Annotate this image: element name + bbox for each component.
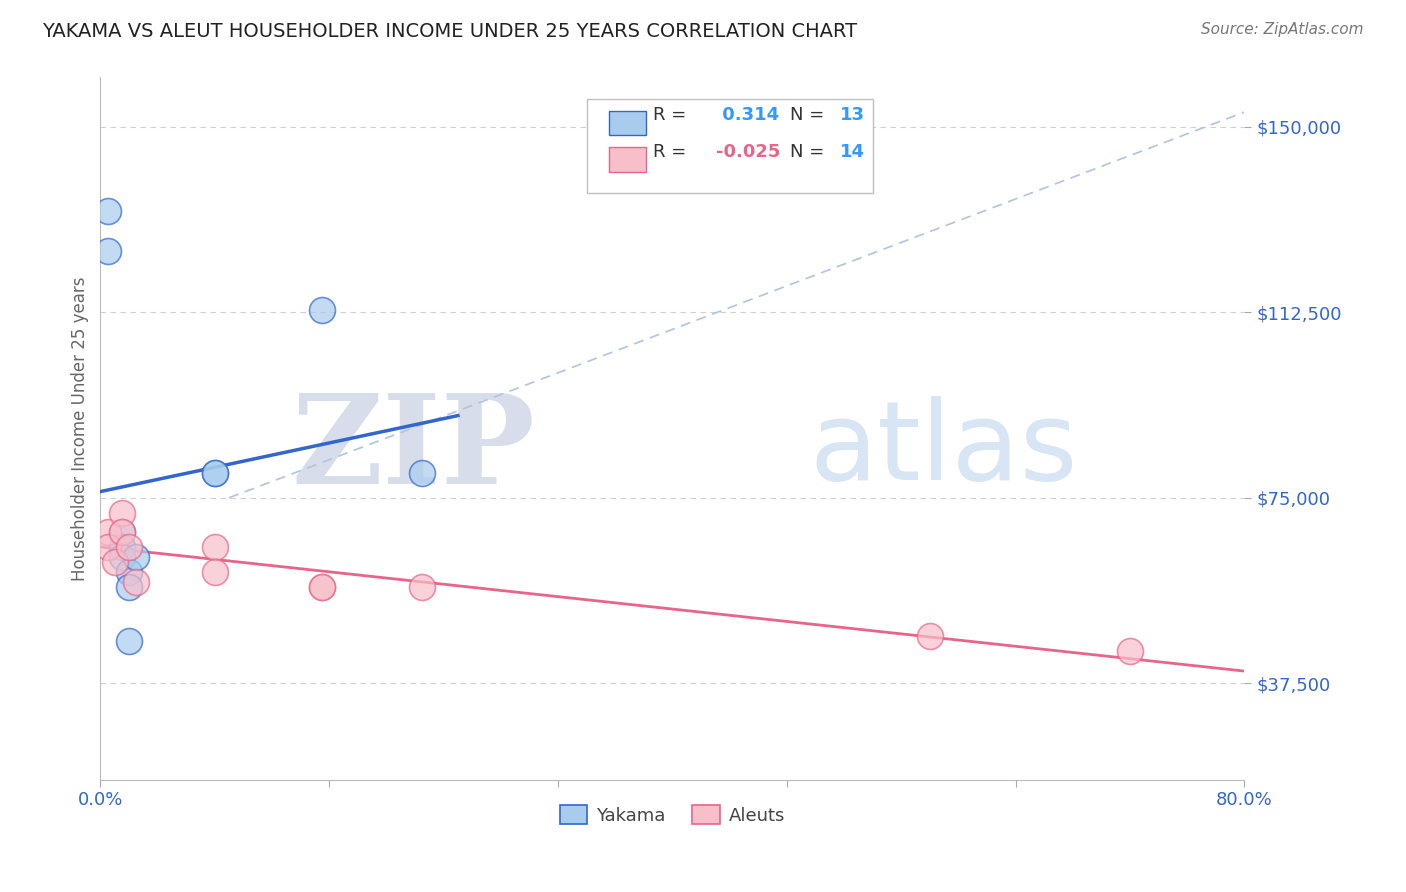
Legend: Yakama, Aleuts: Yakama, Aleuts — [551, 797, 794, 834]
Text: 13: 13 — [839, 106, 865, 124]
Point — [204, 565, 226, 579]
Text: 14: 14 — [839, 143, 865, 161]
Text: Source: ZipAtlas.com: Source: ZipAtlas.com — [1201, 22, 1364, 37]
Point — [311, 302, 333, 317]
Text: -0.025: -0.025 — [716, 143, 780, 161]
Point — [204, 466, 226, 480]
Point — [125, 574, 148, 589]
Y-axis label: Householder Income Under 25 years: Householder Income Under 25 years — [72, 277, 89, 581]
Point — [111, 525, 134, 540]
Text: YAKAMA VS ALEUT HOUSEHOLDER INCOME UNDER 25 YEARS CORRELATION CHART: YAKAMA VS ALEUT HOUSEHOLDER INCOME UNDER… — [42, 22, 858, 41]
FancyBboxPatch shape — [609, 111, 647, 136]
Point — [118, 634, 141, 648]
Text: ZIP: ZIP — [291, 389, 536, 510]
Point — [96, 244, 118, 258]
Point — [411, 580, 433, 594]
Point — [1119, 644, 1142, 658]
Point — [411, 466, 433, 480]
Point — [311, 580, 333, 594]
Point — [104, 555, 127, 569]
Text: atlas: atlas — [810, 396, 1078, 503]
Text: N =: N = — [790, 143, 831, 161]
Text: R =: R = — [652, 106, 692, 124]
Point — [118, 580, 141, 594]
Point — [96, 203, 118, 218]
Point — [918, 629, 941, 643]
Point — [204, 540, 226, 554]
Text: N =: N = — [790, 106, 831, 124]
Point — [118, 565, 141, 579]
Point — [96, 525, 118, 540]
FancyBboxPatch shape — [586, 98, 873, 194]
Point — [311, 580, 333, 594]
Point — [111, 540, 134, 554]
Point — [111, 506, 134, 520]
Point — [111, 550, 134, 565]
Point — [204, 466, 226, 480]
Text: R =: R = — [652, 143, 692, 161]
Text: 0.314: 0.314 — [716, 106, 779, 124]
FancyBboxPatch shape — [609, 147, 647, 171]
Point — [125, 550, 148, 565]
Point — [96, 540, 118, 554]
Point — [111, 525, 134, 540]
Point — [118, 540, 141, 554]
